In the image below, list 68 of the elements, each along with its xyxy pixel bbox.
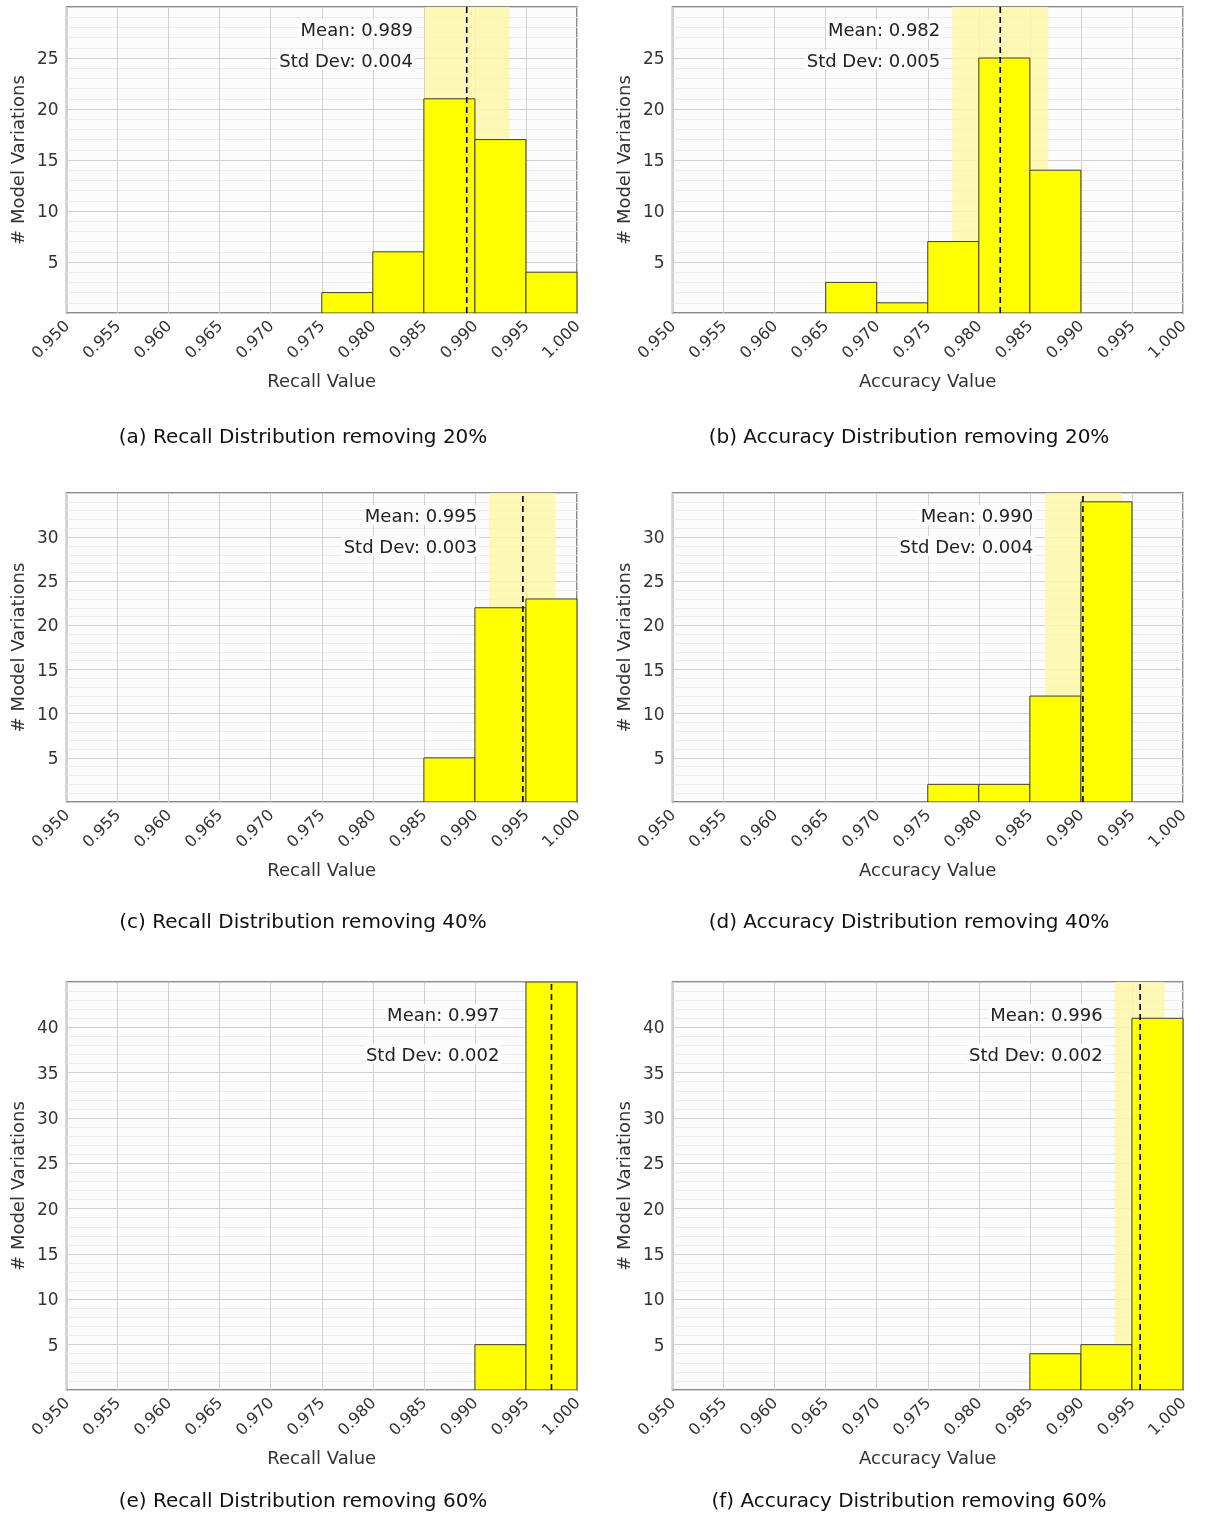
y-tick-label: 25 [36, 571, 59, 592]
y-tick-label: 5 [653, 747, 665, 768]
x-axis-title: Recall Value [267, 369, 377, 391]
annotation: Mean: 0.996 [990, 1003, 1103, 1025]
y-tick-label: 35 [642, 1062, 665, 1083]
y-tick-label: 15 [642, 659, 665, 680]
annotation: Std Dev: 0.003 [343, 535, 478, 557]
annotation: Mean: 0.995 [364, 504, 478, 526]
y-tick-label: 5 [47, 1334, 59, 1355]
y-tick-label: 30 [642, 527, 665, 548]
x-axis-title: Recall Value [267, 1446, 377, 1468]
y-tick-label: 30 [36, 527, 59, 548]
y-tick-label: 20 [642, 99, 665, 119]
y-tick-label: 5 [653, 252, 665, 272]
text: (d) Accuracy Distribution removing 40% [708, 909, 1110, 933]
y-tick-label: 20 [642, 1198, 665, 1219]
x-axis-title: Accuracy Value [859, 858, 997, 880]
y-tick-label: 25 [36, 1153, 59, 1174]
y-tick-label: 40 [36, 1017, 59, 1038]
y-tick-label: 25 [642, 48, 665, 68]
text: (f) Accuracy Distribution removing 60% [711, 1488, 1107, 1512]
y-tick-label: 5 [47, 252, 59, 272]
y-tick-label: 15 [36, 1244, 59, 1264]
y-tick-label: 10 [36, 1289, 59, 1310]
y-tick-label: 10 [36, 703, 59, 724]
y-tick-label: 15 [642, 1244, 665, 1264]
text: (a) Recall Distribution removing 20% [118, 424, 488, 448]
y-tick-label: 5 [47, 747, 59, 768]
x-axis-title: Accuracy Value [859, 369, 997, 391]
annotation: Std Dev: 0.002 [365, 1043, 500, 1065]
y-tick-label: 20 [36, 1198, 59, 1219]
text: (e) Recall Distribution removing 60% [118, 1488, 488, 1512]
y-axis-title: # Model Variations [612, 75, 634, 245]
y-tick-label: 35 [36, 1062, 59, 1083]
annotation: Std Dev: 0.005 [806, 49, 941, 71]
y-tick-label: 20 [642, 615, 665, 636]
annotation: Std Dev: 0.004 [899, 535, 1034, 557]
y-tick-label: 40 [642, 1017, 665, 1038]
y-axis-title: # Model Variations [6, 562, 28, 733]
y-tick-label: 30 [36, 1108, 59, 1128]
y-tick-label: 20 [36, 99, 59, 119]
y-tick-label: 25 [642, 1153, 665, 1174]
y-tick-label: 15 [36, 150, 59, 170]
annotation: Std Dev: 0.004 [279, 49, 413, 71]
annotation: Mean: 0.982 [827, 18, 941, 40]
y-tick-label: 25 [36, 48, 59, 68]
y-tick-label: 10 [642, 201, 665, 221]
y-tick-label: 25 [642, 571, 665, 592]
annotation: Std Dev: 0.002 [969, 1043, 1103, 1065]
annotation: Mean: 0.990 [920, 504, 1034, 526]
y-tick-label: 15 [36, 659, 59, 680]
y-tick-label: 10 [36, 201, 59, 221]
x-axis-title: Accuracy Value [859, 1446, 997, 1468]
y-tick-label: 10 [642, 1289, 665, 1310]
y-tick-label: 20 [36, 615, 59, 636]
text: (b) Accuracy Distribution removing 20% [708, 424, 1110, 448]
annotation: Mean: 0.997 [387, 1003, 500, 1025]
annotation: Mean: 0.989 [300, 18, 413, 40]
y-tick-label: 15 [642, 150, 665, 170]
y-tick-label: 10 [642, 703, 665, 724]
text: (c) Recall Distribution removing 40% [119, 909, 487, 933]
y-tick-label: 30 [642, 1108, 665, 1128]
x-axis-title: Recall Value [267, 858, 377, 880]
y-tick-label: 5 [653, 1334, 665, 1355]
y-axis-title: # Model Variations [612, 562, 634, 733]
y-axis-title: # Model Variations [6, 1101, 28, 1271]
y-axis-title: # Model Variations [612, 1101, 634, 1271]
y-axis-title: # Model Variations [6, 75, 28, 245]
